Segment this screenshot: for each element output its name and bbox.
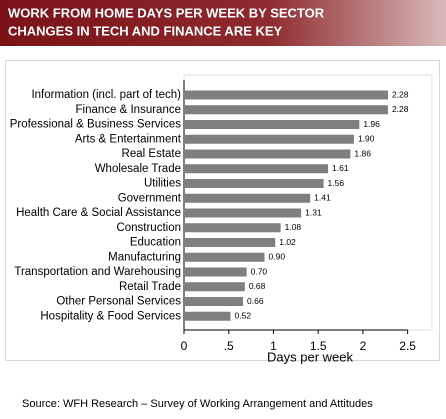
y-tick-label: Retail Trade: [119, 281, 181, 293]
chart-subtitle: CHANGES IN TECH AND FINANCE ARE KEY: [8, 23, 283, 38]
bar: [184, 238, 276, 247]
value-label: 1.08: [285, 222, 302, 232]
value-label: 0.68: [249, 281, 266, 291]
y-tick-label: Arts & Entertainment: [75, 133, 182, 145]
value-label: 0.52: [235, 311, 252, 321]
bar: [184, 267, 247, 277]
y-tick-label: Utilities: [144, 178, 181, 190]
bar: [184, 208, 302, 218]
value-label: 1.96: [363, 119, 380, 129]
bar: [184, 149, 351, 159]
x-tick-label: 2.5: [399, 339, 416, 353]
y-tick-label: Finance & Insurance: [76, 104, 181, 116]
y-tick-label: Manufacturing: [108, 251, 181, 263]
y-tick-label: Health Care & Social Assistance: [16, 207, 181, 219]
bar: [184, 90, 388, 100]
value-label: 1.56: [328, 178, 345, 188]
bar: [184, 179, 324, 188]
y-tick-label: Transportation and Warehousing: [14, 266, 181, 278]
value-label: 0.90: [269, 252, 286, 262]
value-label: 2.28: [392, 89, 409, 99]
chart-frame: [5, 60, 440, 361]
y-tick-label: Other Personal Services: [56, 296, 181, 308]
y-tick-label: Hospitality & Food Services: [40, 310, 181, 322]
bar: [184, 134, 354, 144]
header-band: [0, 0, 446, 46]
value-label: 1.02: [279, 237, 296, 247]
bar: [184, 252, 265, 262]
bar: [184, 164, 329, 174]
x-tick-label: 1: [270, 339, 277, 353]
source-note: Source: WFH Research – Survey of Working…: [22, 398, 373, 410]
value-label: 0.70: [251, 266, 268, 276]
value-label: 1.31: [305, 207, 322, 217]
value-label: 1.90: [358, 134, 375, 144]
bar: [184, 311, 231, 321]
value-label: 2.28: [392, 104, 409, 114]
y-tick-label: Information (incl. part of tech): [31, 89, 181, 101]
value-label: 1.41: [314, 193, 331, 203]
x-tick-label: .5: [224, 339, 234, 353]
y-tick-label: Real Estate: [122, 148, 181, 160]
bar: [184, 193, 311, 203]
x-tick-label: 2: [360, 339, 367, 353]
y-tick-label: Professional & Business Services: [10, 119, 182, 131]
bar: [184, 105, 388, 115]
y-tick-label: Construction: [116, 222, 181, 234]
bar: [184, 120, 360, 129]
y-tick-label: Wholesale Trade: [95, 163, 181, 175]
bar: [184, 282, 245, 292]
bar: [184, 223, 281, 233]
value-label: 1.86: [354, 148, 371, 158]
x-tick-label: 0: [181, 339, 188, 353]
bar: [184, 297, 244, 306]
x-axis-label: Days per week: [267, 349, 353, 364]
y-tick-label: Government: [118, 192, 182, 204]
chart-title: WORK FROM HOME DAYS PER WEEK BY SECTOR: [8, 5, 325, 20]
value-label: 0.66: [247, 296, 264, 306]
value-label: 1.61: [332, 163, 349, 173]
x-tick-label: 1.5: [310, 339, 327, 353]
y-tick-label: Education: [130, 237, 181, 249]
